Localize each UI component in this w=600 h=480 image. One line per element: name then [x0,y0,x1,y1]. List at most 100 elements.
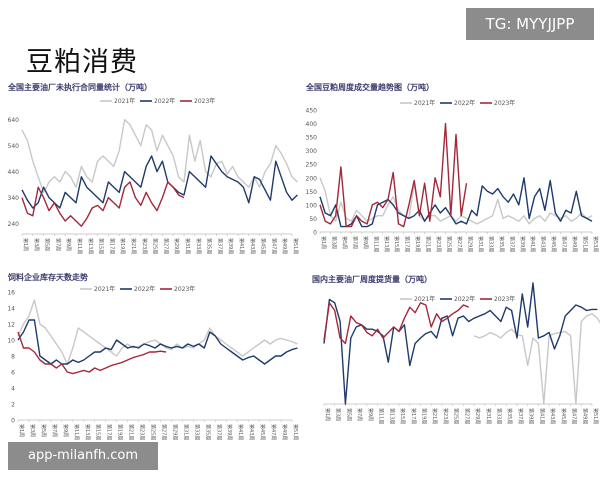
x-tick-label: 第7周 [54,238,61,251]
x-tick-label: 第5周 [345,408,352,421]
x-tick-label: 第29周 [466,236,473,252]
y-tick-label: 100 [306,202,318,209]
series-line-y2023 [323,302,469,345]
x-tick-label: 第33周 [487,236,494,252]
chart-svg: 050100150200250300350400450第1周 第3周 第5周 第7周第… [306,99,599,252]
x-tick-label: 第25周 [152,238,159,254]
legend-label: 2023年 [494,295,515,303]
x-tick-label: 第25周 [446,236,453,252]
y-tick-label: 12 [7,322,15,329]
x-tick-label: 第31周 [184,238,191,254]
x-tick-label: 第51周 [292,424,299,440]
legend-label: 2023年 [174,285,195,293]
y-tick-label: 10 [7,338,15,345]
x-tick-label: 第27周 [463,408,470,424]
y-tick-label: 0 [313,230,317,237]
x-tick-label: 第51周 [592,408,599,424]
x-tick-label: 第29周 [173,238,180,254]
x-tick-label: 第39周 [226,424,233,440]
x-tick-label: 第21周 [130,238,137,254]
legend-label: 2022年 [454,295,475,303]
x-tick-label: 第17周 [106,424,113,440]
x-tick-label: 第29周 [474,408,481,424]
x-tick-label: 第29周 [171,424,178,440]
x-tick-label: 第7周 [351,236,358,249]
series-line-y2021 [21,118,298,194]
y-tick-label: 150 [306,189,318,196]
legend-label: 2023年 [194,97,215,105]
x-tick-label: 第15周 [98,238,105,254]
x-tick-label: 第37周 [517,408,524,424]
x-tick-label: 第47周 [561,236,568,252]
x-tick-label: 第5周 [40,424,47,437]
x-tick-label: 第15周 [393,236,400,252]
x-tick-label: 第23周 [141,238,148,254]
x-tick-label: 第11周 [76,238,83,254]
x-tick-label: 第1周 [324,408,331,421]
x-tick-label: 第1周 [22,238,29,251]
chart-panel-inventory-days: 饲料企业库存天数走势 0 2 4 6 8 10 12 14 16 第1周 第3周 第5周 第7周 第9周第… [0,266,300,442]
y-tick-label: 200 [306,175,318,182]
series-line-y2022 [319,177,593,228]
y-tick-label: 2 [11,402,15,409]
x-tick-label: 第41周 [237,424,244,440]
x-tick-label: 第11周 [73,424,80,440]
legend-label: 2022年 [454,99,475,107]
x-tick-label: 第15周 [399,408,406,424]
x-tick-label: 第39周 [519,236,526,252]
x-tick-label: 第17周 [108,238,115,254]
legend-label: 2021年 [414,295,435,303]
x-tick-label: 第37周 [216,238,223,254]
x-tick-label: 第31周 [182,424,189,440]
x-tick-label: 第19周 [117,424,124,440]
chart-panel-volume: 全国豆粕周度成交量趋势图（万吨） 0 50 100 150 200 250 300 350 40… [300,76,600,266]
y-tick-label: 400 [306,121,318,128]
x-tick-label: 第45周 [260,238,267,254]
x-tick-label: 第17周 [410,408,417,424]
x-tick-label: 第21周 [425,236,432,252]
y-tick-label: 0 [11,418,15,425]
x-tick-label: 第19周 [119,238,126,254]
legend-label: 2022年 [134,285,155,293]
x-tick-label: 第19周 [420,408,427,424]
x-tick-label: 第5周 [44,238,51,251]
x-tick-label: 第41周 [529,236,536,252]
x-tick-label: 第3周 [33,238,40,251]
x-tick-label: 第31周 [485,408,492,424]
y-tick-label: 640 [8,117,20,124]
x-tick-label: 第43周 [549,408,556,424]
x-tick-label: 第9周 [62,424,69,437]
x-tick-label: 第41周 [238,238,245,254]
x-tick-label: 第11周 [378,408,385,424]
x-tick-label: 第13周 [388,408,395,424]
y-tick-label: 50 [309,216,317,223]
series-line-y2021 [17,299,298,365]
x-tick-label: 第13周 [383,236,390,252]
x-tick-label: 第49周 [281,238,288,254]
x-tick-label: 第33周 [195,238,202,254]
chart-title: 全国主要油厂未执行合同量统计（万吨） [8,82,152,92]
x-tick-label: 第5周 [341,236,348,249]
x-tick-label: 第11周 [372,236,379,252]
x-tick-label: 第51周 [292,238,299,254]
series-line-y2023 [21,181,185,227]
legend-label: 2021年 [114,97,135,105]
x-tick-label: 第49周 [581,408,588,424]
series-line-y2023 [17,331,167,375]
x-tick-label: 第35周 [498,236,505,252]
x-tick-label: 第25周 [453,408,460,424]
watermark-top: TG: MYYJJPP [466,8,594,40]
x-tick-label: 第39周 [528,408,535,424]
y-tick-label: 14 [7,306,15,313]
x-tick-label: 第7周 [51,424,58,437]
series-line-y2022 [21,155,298,209]
legend-label: 2021年 [414,99,435,107]
x-tick-label: 第33周 [496,408,503,424]
slide-title: 豆粕消费 [26,47,138,78]
x-tick-label: 第51周 [582,236,589,252]
y-tick-label: 340 [8,195,20,202]
chart-title: 饲料企业库存天数走势 [8,272,88,282]
series-line-y2023 [319,122,468,228]
legend-label: 2023年 [494,99,515,107]
